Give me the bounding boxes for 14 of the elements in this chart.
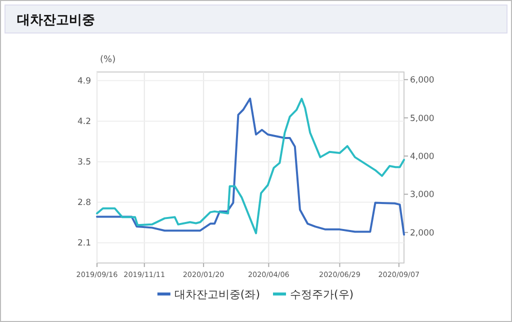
legend-label: 수정주가(우) bbox=[290, 288, 354, 301]
y2-tick-label: 6,000 bbox=[410, 76, 434, 86]
y-tick-label: 4.9 bbox=[77, 76, 91, 87]
y-tick-label: 2.8 bbox=[77, 198, 91, 208]
y-tick-label: 2.1 bbox=[77, 238, 91, 249]
y2-tick-label: 5,000 bbox=[410, 114, 434, 124]
y2-tick-label: 3,000 bbox=[410, 190, 434, 200]
y-axis-title: (%) bbox=[100, 55, 116, 65]
y-tick-label: 4.2 bbox=[77, 117, 91, 128]
y-tick-label: 3.5 bbox=[77, 158, 91, 168]
legend-label: 대차잔고비중(좌) bbox=[174, 288, 260, 301]
y2-tick-label: 2,000 bbox=[410, 228, 434, 238]
title: 대차잔고비중 bbox=[17, 13, 95, 28]
y2-tick-label: 4,000 bbox=[410, 152, 434, 162]
